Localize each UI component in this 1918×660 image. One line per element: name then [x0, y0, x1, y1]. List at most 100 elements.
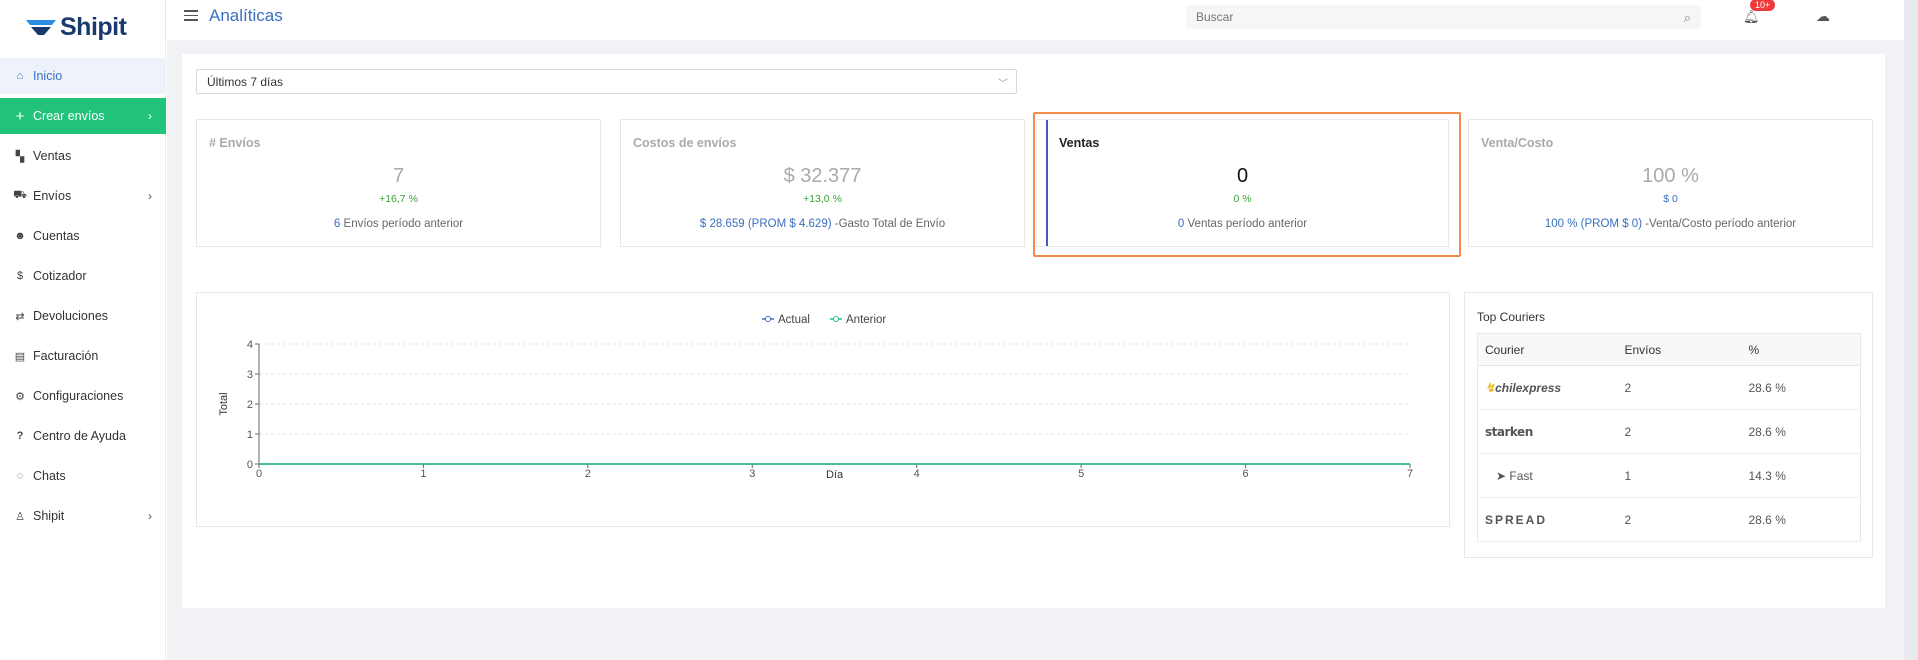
sidebar-item-shipit[interactable]: ♙ Shipit › [0, 498, 166, 534]
card-prev-value: 6 [333, 218, 341, 230]
table-row[interactable]: ↯chilexpress 2 28.6 % [1477, 365, 1861, 410]
sidebar-item-label: Cuentas [33, 229, 80, 243]
users-icon: ☻ [14, 230, 26, 242]
card-venta-costo[interactable]: Venta/Costo 100 % $ 0 100 % (PROM $ 0) -… [1468, 119, 1873, 247]
sidebar-item-facturacion[interactable]: ▤ Facturación [0, 338, 166, 374]
gear-icon: ⚙ [15, 390, 25, 403]
bell-icon[interactable]: 🔔︎ [1743, 9, 1760, 24]
envios-cell: 2 [1617, 497, 1742, 542]
sidebar-item-label: Crear envíos [33, 109, 105, 123]
column-header: Envíos [1617, 333, 1742, 366]
card-costos-envios[interactable]: Costos de envíos $ 32.377 +13,0 % $ 28.6… [620, 119, 1025, 247]
top-couriers-panel: Top Couriers Courier Envíos % ↯chilexpre… [1464, 292, 1873, 558]
line-chart: 0 1 2 3 4 0 1 2 3 4 5 6 7 Día Total Actual Anterior [218, 314, 1413, 481]
sidebar-item-cuentas[interactable]: ☻ Cuentas [0, 218, 166, 254]
table-row[interactable]: SPREAD 2 28.6 % [1477, 497, 1861, 542]
cloud-upload-icon[interactable]: ☁ [1816, 8, 1830, 24]
chilexpress-logo: ↯chilexpress [1477, 365, 1618, 410]
sidebar-item-cotizador[interactable]: $ Cotizador [0, 258, 166, 294]
selection-highlight [1033, 112, 1461, 257]
card-title: Ventas [1059, 136, 1100, 150]
period-select[interactable]: Últimos 7 días ﹀ [196, 69, 1017, 94]
table-header-row: Courier Envíos % [1477, 333, 1861, 366]
table-row[interactable]: ➤ Fast 1 14.3 % [1477, 453, 1861, 498]
card-prev-value: 0 [1177, 218, 1185, 230]
column-header: % [1741, 333, 1861, 366]
search-input[interactable] [1186, 5, 1666, 29]
legend-label: Anterior [846, 314, 886, 326]
courier-name: chilexpress [1495, 380, 1562, 395]
couriers-title: Top Couriers [1477, 310, 1546, 324]
x-tick-label: 7 [1407, 468, 1413, 480]
chevron-right-icon: › [148, 109, 152, 123]
dollar-icon: $ [16, 270, 24, 282]
sidebar-item-label: Facturación [33, 349, 99, 363]
card-prev-label: -Venta/Costo período anterior [1642, 218, 1797, 230]
y-tick-label: 4 [247, 339, 253, 351]
pct-cell: 28.6 % [1741, 365, 1861, 410]
sidebar-item-centro-de-ayuda[interactable]: ? Centro de Ayuda [0, 418, 166, 454]
sidebar-item-label: Centro de Ayuda [33, 429, 126, 443]
envios-cell: 1 [1617, 453, 1742, 498]
scrollbar-track[interactable] [1904, 0, 1918, 660]
question-icon: ? [16, 430, 24, 442]
card-title: Costos de envíos [633, 136, 737, 150]
pct-cell: 28.6 % [1741, 497, 1861, 542]
sidebar-item-label: Devoluciones [33, 309, 109, 323]
sidebar-item-chats[interactable]: ◌ Chats [0, 458, 166, 494]
logo[interactable]: Shipit [0, 0, 165, 54]
plus-icon: + [15, 107, 25, 125]
x-tick-label: 3 [749, 468, 755, 480]
x-tick-label: 6 [1243, 468, 1249, 480]
sidebar-item-label: Cotizador [33, 269, 87, 283]
pct-cell: 28.6 % [1741, 409, 1861, 454]
card-prev-value: $ 28.659 (PROM $ 4.629) [699, 218, 832, 230]
envios-cell: 2 [1617, 409, 1742, 454]
return-icon: ⇄ [15, 310, 25, 323]
sidebar-item-label: Inicio [33, 69, 63, 83]
sidebar-item-configuraciones[interactable]: ⚙ Configuraciones [0, 378, 166, 414]
search-icon[interactable]: ⌕ [1683, 10, 1691, 25]
period-select-value: Últimos 7 días [207, 75, 284, 89]
y-tick-label: 0 [247, 459, 253, 471]
card-prev-label: Envíos período anterior [340, 218, 464, 230]
card-footer: 100 % (PROM $ 0) -Venta/Costo período an… [1469, 218, 1872, 230]
home-icon: ⌂ [16, 70, 24, 82]
x-tick-label: 1 [420, 468, 426, 480]
boxes-icon: ▚ [15, 150, 25, 163]
card-envios[interactable]: # Envíos 7 +16,7 % 6 Envíos período ante… [196, 119, 601, 247]
spread-logo: SPREAD [1477, 497, 1618, 542]
card-value: $ 32.377 [783, 165, 862, 187]
sidebar: Shipit ⌂ Inicio + Crear envíos › ▚ Venta… [0, 0, 166, 660]
x-tick-label: 0 [256, 468, 262, 480]
sidebar-item-devoluciones[interactable]: ⇄ Devoluciones [0, 298, 166, 334]
shipit-logo-icon [26, 20, 56, 35]
card-value: 7 [392, 165, 405, 187]
sidebar-item-label: Configuraciones [33, 389, 124, 403]
sidebar-item-crear-envios[interactable]: + Crear envíos › [0, 98, 166, 134]
card-title: Venta/Costo [1481, 136, 1554, 150]
sidebar-item-envios[interactable]: ⛟ Envíos › [0, 178, 166, 214]
legend-marker [833, 316, 839, 322]
card-change: +16,7 % [379, 193, 418, 205]
courier-name: Fast [1509, 468, 1533, 483]
search-box: ⌕ [1186, 5, 1701, 29]
card-prev-value: 100 % (PROM $ 0) [1544, 218, 1643, 230]
y-tick-label: 2 [247, 399, 253, 411]
logo-text: Shipit [60, 12, 127, 41]
menu-toggle-icon[interactable] [184, 10, 198, 22]
chevron-right-icon: › [148, 509, 152, 523]
starken-logo: starken [1477, 409, 1618, 454]
sidebar-item-inicio[interactable]: ⌂ Inicio [0, 58, 166, 94]
chevron-right-icon: › [148, 189, 152, 203]
table-row[interactable]: starken 2 28.6 % [1477, 409, 1861, 454]
sidebar-item-label: Chats [33, 469, 66, 483]
sidebar-item-ventas[interactable]: ▚ Ventas [0, 138, 166, 174]
y-tick-label: 1 [247, 429, 253, 441]
chat-icon: ◌ [16, 470, 24, 482]
x-tick-label: 2 [585, 468, 591, 480]
sidebar-item-label: Ventas [33, 149, 72, 163]
card-ventas[interactable]: Ventas 0 0 % 0 Ventas período anterior [1036, 119, 1449, 247]
card-change: $ 0 [1663, 193, 1678, 205]
card-prev-label: -Gasto Total de Envío [831, 218, 946, 230]
